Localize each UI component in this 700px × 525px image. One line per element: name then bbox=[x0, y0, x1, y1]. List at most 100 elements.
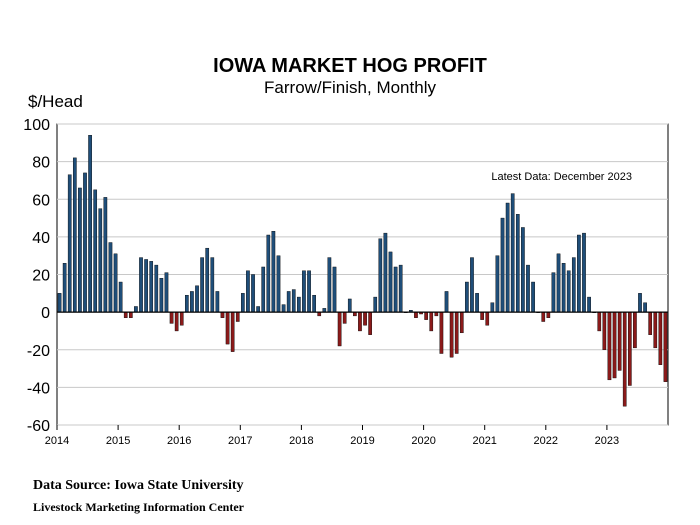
bar bbox=[571, 257, 576, 313]
bar bbox=[103, 197, 108, 313]
bar bbox=[439, 311, 444, 354]
bar bbox=[302, 270, 306, 313]
x-tick-label: 2023 bbox=[595, 435, 619, 447]
bar bbox=[225, 311, 230, 345]
bar bbox=[378, 238, 383, 313]
bar bbox=[429, 311, 434, 332]
data-source-line: Data Source: Iowa State University bbox=[33, 478, 244, 493]
bar bbox=[134, 306, 138, 313]
bar bbox=[118, 281, 123, 313]
bar bbox=[459, 311, 464, 334]
bar bbox=[164, 272, 169, 313]
bar bbox=[566, 270, 571, 313]
x-tick-label: 2016 bbox=[167, 435, 191, 447]
bar bbox=[215, 291, 220, 313]
bar bbox=[398, 264, 403, 313]
bar bbox=[449, 311, 454, 358]
x-tick-label: 2017 bbox=[228, 435, 252, 447]
bar bbox=[551, 272, 556, 313]
y-tick-label: 40 bbox=[32, 230, 50, 247]
bar bbox=[454, 311, 459, 354]
bar bbox=[342, 311, 347, 324]
bar bbox=[235, 311, 240, 322]
bar bbox=[526, 264, 530, 313]
bar bbox=[470, 257, 474, 313]
bar bbox=[139, 257, 143, 313]
bar bbox=[190, 291, 194, 313]
x-tick-label: 2015 bbox=[106, 435, 130, 447]
bar bbox=[546, 311, 551, 318]
x-tick-label: 2022 bbox=[534, 435, 558, 447]
bar bbox=[480, 311, 484, 320]
bar bbox=[531, 281, 535, 313]
bar bbox=[638, 293, 642, 313]
bar bbox=[67, 174, 72, 313]
bar bbox=[633, 311, 637, 349]
bar bbox=[88, 135, 92, 313]
bar bbox=[286, 291, 291, 313]
bar bbox=[521, 227, 525, 313]
bar bbox=[500, 217, 505, 313]
bar bbox=[266, 234, 271, 313]
bar bbox=[617, 311, 622, 371]
bar bbox=[393, 266, 398, 313]
chart-title: IOWA MARKET HOG PROFIT bbox=[213, 55, 487, 77]
y-tick-label: 80 bbox=[32, 155, 50, 172]
bar bbox=[485, 311, 490, 326]
bar bbox=[271, 231, 276, 313]
bar bbox=[78, 187, 82, 313]
bar bbox=[261, 266, 266, 313]
chart-subtitle: Farrow/Finish, Monthly bbox=[264, 78, 436, 97]
bar bbox=[612, 311, 617, 379]
bar bbox=[602, 311, 607, 350]
bar bbox=[332, 266, 337, 313]
bar bbox=[556, 253, 561, 313]
bar bbox=[358, 311, 362, 332]
bar bbox=[475, 293, 479, 313]
bar bbox=[169, 311, 174, 324]
bar bbox=[241, 293, 245, 313]
bar bbox=[663, 311, 668, 382]
bar bbox=[297, 296, 301, 313]
bar bbox=[230, 311, 235, 352]
y-tick-label: 0 bbox=[41, 305, 50, 322]
bar bbox=[327, 257, 332, 313]
bar bbox=[587, 296, 591, 313]
bar bbox=[363, 311, 367, 326]
bar bbox=[98, 208, 103, 313]
x-tick-label: 2020 bbox=[411, 435, 435, 447]
latest-data-annotation: Latest Data: December 2023 bbox=[491, 171, 632, 183]
bar bbox=[195, 285, 199, 313]
bar bbox=[174, 311, 179, 332]
bar bbox=[154, 264, 159, 313]
bar bbox=[179, 311, 184, 326]
bar bbox=[72, 157, 77, 313]
bar bbox=[246, 270, 250, 313]
bar bbox=[597, 311, 602, 332]
y-tick-label: 20 bbox=[32, 268, 50, 285]
bar bbox=[561, 263, 566, 313]
bar bbox=[62, 263, 67, 313]
bar bbox=[312, 294, 316, 313]
bar bbox=[368, 311, 372, 335]
bar bbox=[220, 311, 225, 318]
bar bbox=[424, 311, 428, 320]
bar bbox=[648, 311, 653, 335]
bar bbox=[256, 306, 260, 313]
bar bbox=[144, 259, 148, 313]
bar bbox=[251, 274, 255, 313]
y-axis-label: $/Head bbox=[28, 92, 83, 111]
bar bbox=[414, 311, 418, 318]
bar bbox=[128, 311, 133, 318]
data-source-center-line: Livestock Marketing Information Center bbox=[33, 500, 244, 514]
bar bbox=[627, 311, 632, 386]
bar bbox=[210, 257, 215, 313]
bar bbox=[57, 293, 62, 313]
bar bbox=[113, 253, 118, 313]
bar bbox=[582, 232, 586, 313]
bar bbox=[83, 172, 87, 313]
bar bbox=[622, 311, 627, 407]
bar bbox=[159, 278, 164, 313]
x-tick-label: 2018 bbox=[289, 435, 313, 447]
